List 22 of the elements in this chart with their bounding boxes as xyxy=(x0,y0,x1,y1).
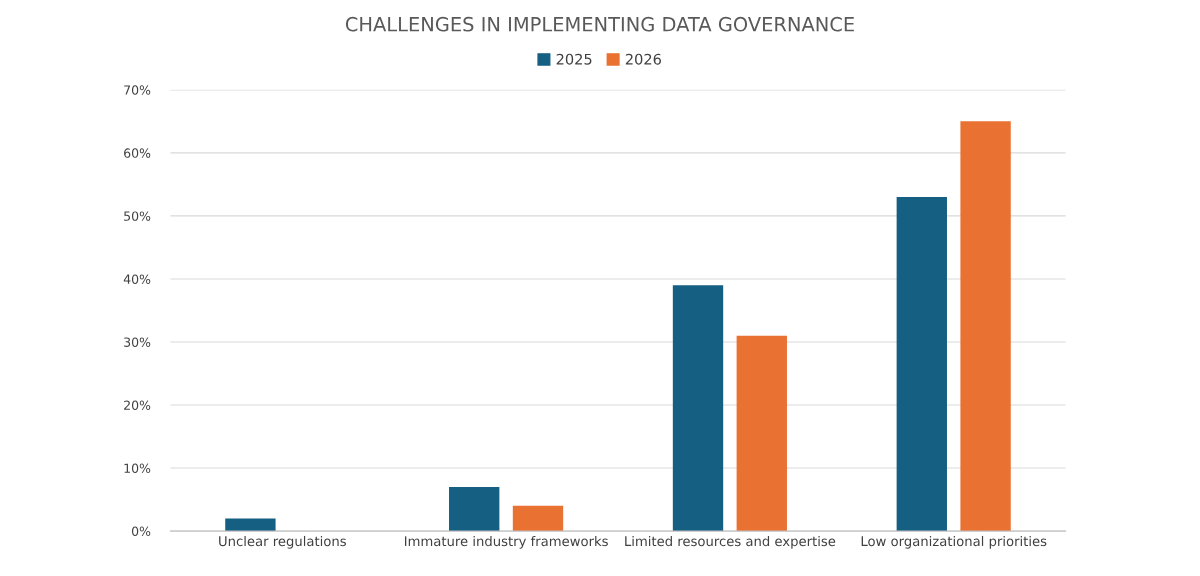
x-tick-label: Limited resources and expertise xyxy=(625,535,836,549)
y-tick-label: 50% xyxy=(124,211,151,221)
x-tick-label: Low organizational priorities xyxy=(861,535,1047,549)
bar xyxy=(512,505,564,532)
legend-label: 2026 xyxy=(625,53,661,65)
bar xyxy=(960,121,1011,532)
bar xyxy=(672,285,724,532)
y-tick-label: 70% xyxy=(124,85,151,95)
y-tick-label: 60% xyxy=(124,148,151,158)
bar xyxy=(225,518,276,532)
chart-title: CHALLENGES IN IMPLEMENTING DATA GOVERNANCE xyxy=(345,16,854,32)
y-tick-label: 30% xyxy=(124,337,151,347)
bar xyxy=(896,197,947,532)
bar xyxy=(449,486,500,532)
y-tick-label: 0% xyxy=(131,526,151,536)
x-tick-label: Immature industry frameworks xyxy=(404,535,608,549)
y-tick-label: 40% xyxy=(123,274,151,284)
x-tick-label: Unclear regulations xyxy=(219,535,346,549)
y-tick-label: 10% xyxy=(124,463,151,473)
y-tick-label: 20% xyxy=(124,400,151,410)
bar xyxy=(736,335,787,532)
legend-label: 2025 xyxy=(556,53,592,65)
